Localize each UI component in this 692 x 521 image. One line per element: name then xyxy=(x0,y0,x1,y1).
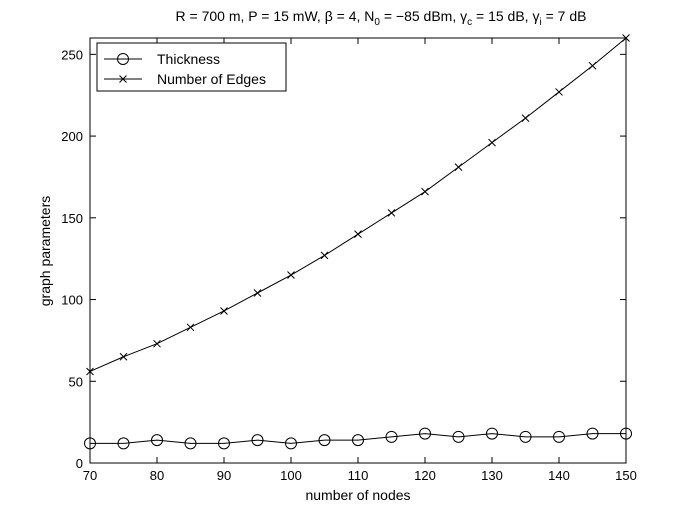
series-layer xyxy=(84,34,632,450)
x-tick-label: 110 xyxy=(348,468,369,483)
y-tick-label: 200 xyxy=(61,129,83,144)
title-gamma-i-rest: = 7 dB xyxy=(542,8,587,24)
data-point-thickness xyxy=(486,427,498,440)
data-point-number-of-edges xyxy=(320,251,329,260)
data-point-thickness xyxy=(519,430,532,443)
data-point-thickness xyxy=(419,427,431,440)
legend-label-edges: Number of Edges xyxy=(157,71,266,87)
data-point-number-of-edges xyxy=(354,230,362,239)
title-gamma-i: γ xyxy=(532,8,539,24)
title-gamma-c-rest: = 15 dB, xyxy=(472,8,532,24)
data-point-thickness xyxy=(553,430,565,443)
legend-marker-x xyxy=(119,75,127,83)
title-n0-sub: 0 xyxy=(374,17,380,28)
y-tick-label: 50 xyxy=(69,374,83,389)
data-point-number-of-edges xyxy=(186,323,195,332)
y-tick-label: 250 xyxy=(61,47,83,62)
y-axis-label: graph parameters xyxy=(37,196,53,307)
x-tick-label: 70 xyxy=(83,468,97,483)
title-beta: β = 4, xyxy=(325,8,365,24)
title-n0: N xyxy=(364,8,374,24)
data-point-thickness xyxy=(352,434,364,447)
x-tick-label: 80 xyxy=(150,468,164,483)
data-point-number-of-edges xyxy=(454,163,463,171)
data-point-thickness xyxy=(586,427,599,440)
data-point-number-of-edges xyxy=(521,114,530,122)
series-thickness xyxy=(84,427,632,450)
data-point-thickness xyxy=(285,437,297,450)
x-tick-label: 140 xyxy=(548,468,570,483)
y-tick-label: 100 xyxy=(61,293,83,308)
data-point-number-of-edges xyxy=(421,187,429,196)
data-point-number-of-edges xyxy=(86,367,94,376)
legend-marker-circle xyxy=(117,53,129,65)
plot-area xyxy=(89,37,627,464)
series-number-of-edges xyxy=(86,34,630,376)
data-point-thickness xyxy=(151,434,163,447)
data-point-thickness xyxy=(385,430,398,443)
title-gamma-i-sub: i xyxy=(539,17,541,28)
x-tick-label: 90 xyxy=(217,468,231,483)
data-point-number-of-edges xyxy=(555,88,563,96)
title-gamma-c: γ xyxy=(460,8,467,24)
data-point-number-of-edges xyxy=(387,209,396,217)
data-point-thickness xyxy=(251,434,264,447)
axis-ticks: 70 80 90 100 110 120 130 140 150 0 50 100 150 200 250 xyxy=(61,38,637,483)
data-point-number-of-edges xyxy=(119,352,128,361)
legend-box xyxy=(96,42,287,92)
data-point-thickness xyxy=(318,434,331,447)
chart-title: R = 700 m, P = 15 mW, β = 4, N0 = −85 dB… xyxy=(176,8,587,28)
legend: Thickness Number of Edges xyxy=(96,42,287,92)
legend-label-thickness: Thickness xyxy=(157,51,220,67)
x-axis-label: number of nodes xyxy=(305,487,410,503)
data-point-number-of-edges xyxy=(220,307,228,315)
data-point-thickness xyxy=(84,437,96,450)
title-gamma-c-sub: c xyxy=(467,17,472,28)
x-tick-label: 120 xyxy=(414,468,436,483)
data-point-number-of-edges xyxy=(588,61,597,70)
x-tick-label: 100 xyxy=(280,468,302,483)
data-point-number-of-edges xyxy=(488,138,496,147)
data-point-number-of-edges xyxy=(253,289,262,297)
data-point-thickness xyxy=(218,437,230,450)
title-prefix: R = 700 m, P = 15 mW, xyxy=(176,8,325,24)
data-point-number-of-edges xyxy=(153,339,161,348)
data-point-thickness xyxy=(184,437,197,450)
series-line-thickness xyxy=(90,433,626,444)
data-point-thickness xyxy=(620,427,632,440)
x-tick-label: 130 xyxy=(481,468,503,483)
data-point-number-of-edges xyxy=(622,34,630,42)
y-tick-label: 0 xyxy=(76,456,83,471)
data-point-number-of-edges xyxy=(287,271,295,279)
data-point-thickness xyxy=(452,430,465,443)
x-tick-label: 150 xyxy=(615,468,637,483)
title-n0-rest: = −85 dBm, xyxy=(380,8,460,24)
data-point-thickness xyxy=(117,437,130,450)
y-tick-label: 150 xyxy=(61,211,83,226)
